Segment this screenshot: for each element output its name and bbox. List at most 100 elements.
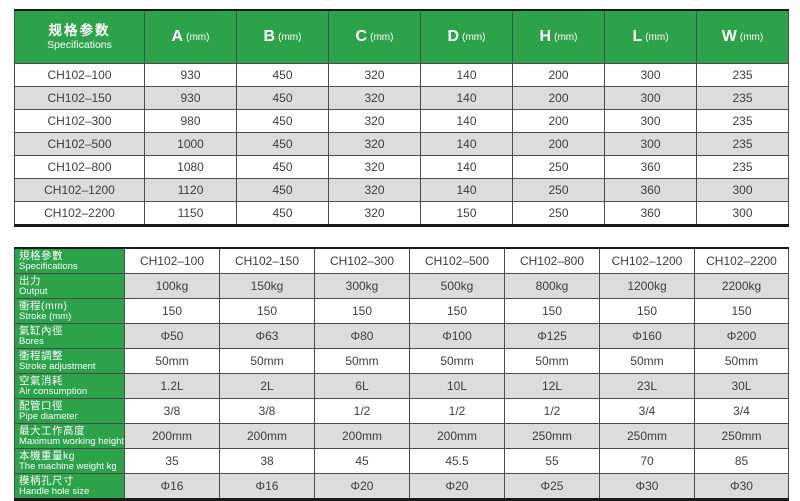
value-cell: 140 bbox=[420, 109, 513, 133]
value-cell: Φ100 bbox=[409, 323, 505, 349]
value-cell: 235 bbox=[696, 155, 789, 179]
value-cell: 3/8 bbox=[124, 398, 220, 424]
value-cell: 930 bbox=[144, 63, 237, 87]
value-cell: 50mm bbox=[409, 348, 505, 374]
value-cell: 140 bbox=[420, 155, 513, 179]
value-cell: 150 bbox=[504, 298, 600, 324]
row-label-en: Pipe diameter bbox=[19, 410, 78, 422]
row-label-zh: 氣缸內徑 bbox=[19, 324, 63, 337]
value-cell: 320 bbox=[328, 86, 421, 110]
model-cell: CH102–1200 bbox=[599, 247, 695, 274]
value-cell: 320 bbox=[328, 132, 421, 156]
value-cell: 320 bbox=[328, 155, 421, 179]
column-letter: C bbox=[355, 28, 368, 45]
column-unit: (mm) bbox=[554, 31, 578, 43]
table-row-handle-hole-size: 模柄孔尺寸 Handle hole size Φ16 Φ16 Φ20 Φ20 Φ… bbox=[14, 473, 789, 500]
performance-table: 規格參數 Specifications CH102–100 CH102–150 … bbox=[14, 247, 789, 501]
row-label-en: Bores bbox=[19, 335, 44, 347]
value-cell: 320 bbox=[328, 109, 421, 133]
table-row-stroke: 衝程(mm) Stroke (mm) 150 150 150 150 150 1… bbox=[14, 298, 789, 324]
row-label-zh: 模柄孔尺寸 bbox=[19, 474, 74, 487]
value-cell: 50mm bbox=[124, 348, 220, 374]
value-cell: 360 bbox=[604, 155, 697, 179]
table-row: CH102–500 1000 450 320 140 200 300 235 bbox=[14, 132, 789, 156]
value-cell: 250 bbox=[512, 155, 605, 179]
column-header-c: C (mm) bbox=[328, 9, 421, 64]
value-cell: 1150 bbox=[144, 201, 237, 226]
value-cell: Φ63 bbox=[219, 323, 315, 349]
value-cell: 140 bbox=[420, 63, 513, 87]
row-label-en: Stroke (mm) bbox=[19, 310, 72, 322]
value-cell: 1120 bbox=[144, 178, 237, 202]
value-cell: 150 bbox=[409, 298, 505, 324]
value-cell: 235 bbox=[696, 132, 789, 156]
value-cell: 38 bbox=[219, 448, 315, 474]
row-label-stroke: 衝程(mm) Stroke (mm) bbox=[14, 298, 125, 324]
value-cell: 50mm bbox=[314, 348, 410, 374]
value-cell: 1/2 bbox=[314, 398, 410, 424]
value-cell: 50mm bbox=[504, 348, 600, 374]
row-label-max-working-height: 最大工作高度 Maximum working height bbox=[14, 423, 125, 449]
row-label-zh: 衝程(mm) bbox=[19, 299, 68, 312]
row-label-en: Specifications bbox=[19, 260, 78, 272]
column-unit: (mm) bbox=[370, 31, 394, 43]
value-cell: 150 bbox=[599, 298, 695, 324]
value-cell: 85 bbox=[694, 448, 789, 474]
row-label-en: Stroke adjustment bbox=[19, 360, 96, 372]
specifications-corner-cell: 规格参数 Specifications bbox=[14, 9, 145, 64]
value-cell: 300 bbox=[604, 109, 697, 133]
table-row-bores: 氣缸內徑 Bores Φ50 Φ63 Φ80 Φ100 Φ125 Φ160 Φ2… bbox=[14, 323, 789, 349]
table-row: CH102–150 930 450 320 140 200 300 235 bbox=[14, 86, 789, 110]
row-label-specifications: 規格參數 Specifications bbox=[14, 247, 125, 274]
value-cell: 300 bbox=[604, 63, 697, 87]
value-cell: 450 bbox=[236, 63, 329, 87]
row-label-output: 出力 Output bbox=[14, 273, 125, 299]
model-cell: CH102–500 bbox=[409, 247, 505, 274]
column-letter: A bbox=[171, 28, 184, 45]
column-header-w: W (mm) bbox=[696, 9, 789, 64]
row-label-zh: 空氣消耗 bbox=[19, 374, 63, 387]
value-cell: 980 bbox=[144, 109, 237, 133]
value-cell: 360 bbox=[604, 201, 697, 226]
value-cell: Φ16 bbox=[219, 473, 315, 500]
value-cell: 1200kg bbox=[599, 273, 695, 299]
row-label-zh: 最大工作高度 bbox=[19, 424, 85, 437]
value-cell: Φ16 bbox=[124, 473, 220, 500]
value-cell: 150 bbox=[219, 298, 315, 324]
value-cell: 200mm bbox=[409, 423, 505, 449]
value-cell: 450 bbox=[236, 155, 329, 179]
value-cell: 150 bbox=[420, 201, 513, 226]
table-row: CH102–800 1080 450 320 140 250 360 235 bbox=[14, 155, 789, 179]
value-cell: 450 bbox=[236, 132, 329, 156]
value-cell: 200 bbox=[512, 63, 605, 87]
value-cell: 250mm bbox=[599, 423, 695, 449]
value-cell: 50mm bbox=[219, 348, 315, 374]
value-cell: 450 bbox=[236, 178, 329, 202]
value-cell: 300 bbox=[696, 201, 789, 226]
value-cell: 450 bbox=[236, 201, 329, 226]
row-label-en: The machine weight kg bbox=[19, 460, 117, 472]
model-header-row: 規格參數 Specifications CH102–100 CH102–150 … bbox=[14, 247, 789, 274]
row-label-air-consumption: 空氣消耗 Air consumption bbox=[14, 373, 125, 399]
value-cell: 300kg bbox=[314, 273, 410, 299]
value-cell: 930 bbox=[144, 86, 237, 110]
value-cell: Φ20 bbox=[409, 473, 505, 500]
spec-sheet-page: { "colors": { "header_green": "#2ca24b",… bbox=[14, 9, 789, 501]
value-cell: 300 bbox=[604, 86, 697, 110]
value-cell: 100kg bbox=[124, 273, 220, 299]
value-cell: 150 bbox=[124, 298, 220, 324]
table-row: CH102–2200 1150 450 320 150 250 360 300 bbox=[14, 201, 789, 226]
table-row-machine-weight: 本機重量kg The machine weight kg 35 38 45 45… bbox=[14, 448, 789, 474]
value-cell: 23L bbox=[599, 373, 695, 399]
value-cell: 50mm bbox=[599, 348, 695, 374]
value-cell: 140 bbox=[420, 178, 513, 202]
column-unit: (mm) bbox=[645, 31, 669, 43]
specifications-label-en: Specifications bbox=[47, 38, 112, 51]
column-letter: D bbox=[447, 28, 460, 45]
value-cell: 2200kg bbox=[694, 273, 789, 299]
value-cell: 250mm bbox=[694, 423, 789, 449]
value-cell: 450 bbox=[236, 86, 329, 110]
value-cell: 1080 bbox=[144, 155, 237, 179]
row-label-en: Air consumption bbox=[19, 385, 88, 397]
table-row-stroke-adjustment: 衝程調整 Stroke adjustment 50mm 50mm 50mm 50… bbox=[14, 348, 789, 374]
